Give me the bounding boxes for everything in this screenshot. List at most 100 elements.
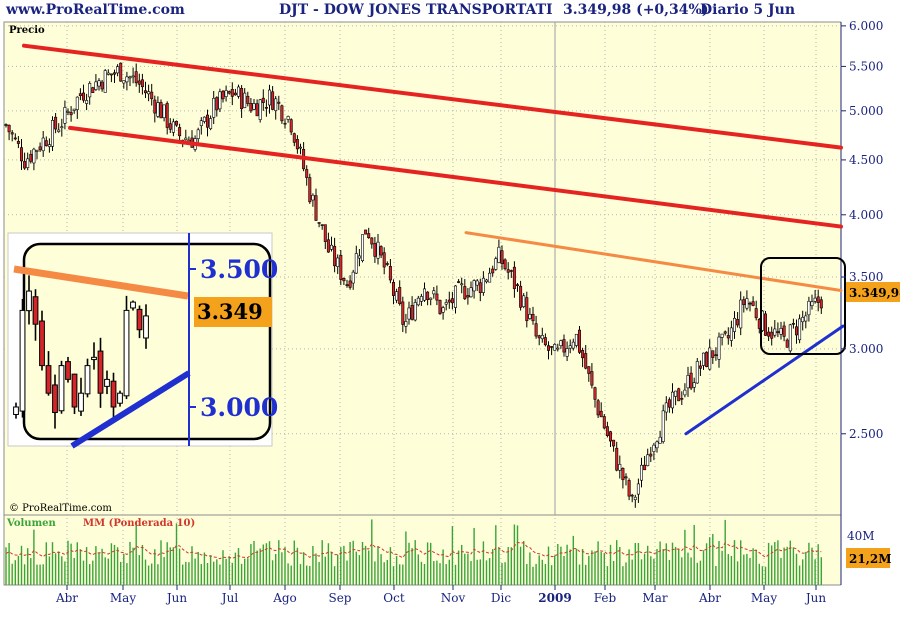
candle-body <box>763 313 767 336</box>
candle-body <box>630 494 634 497</box>
candle-body <box>776 331 780 334</box>
x-tick-label: May <box>751 591 777 605</box>
candle-body <box>655 441 659 449</box>
candle-body <box>159 102 163 119</box>
candle-body <box>593 387 597 400</box>
candle-body <box>748 302 752 305</box>
candle-body <box>754 308 758 319</box>
candle-body <box>701 352 705 366</box>
candle-body <box>469 287 473 298</box>
candle-body <box>286 116 290 120</box>
candle-body <box>271 91 275 110</box>
x-tick-label: Feb <box>594 591 617 605</box>
site-url[interactable]: www.ProRealTime.com <box>6 2 185 18</box>
candle-body <box>258 99 262 120</box>
inset-candle-body <box>39 320 45 367</box>
candle-body <box>342 278 346 282</box>
x-tick-label: Mar <box>642 591 667 605</box>
candle-body <box>605 426 609 436</box>
candle-body <box>113 72 117 75</box>
candle-body <box>537 335 541 339</box>
candle-body <box>354 253 358 274</box>
candle-body <box>187 139 191 142</box>
inset-last-marker <box>194 297 272 327</box>
candle-body <box>395 291 399 301</box>
candle-body <box>401 301 405 325</box>
candle-body <box>137 80 141 85</box>
last-price-marker <box>846 282 900 302</box>
candle-body <box>472 280 476 292</box>
candle-body <box>574 333 578 346</box>
inset-candle-body <box>110 380 117 408</box>
candle-body <box>106 72 110 75</box>
candle-body <box>732 317 736 332</box>
instrument-name: DJT - DOW JONES TRANSPORTATI <box>279 2 553 18</box>
volume-panel-title: Volumen <box>6 518 57 529</box>
candle-body <box>364 229 368 235</box>
candle-body <box>426 291 430 301</box>
candle-body <box>708 347 712 370</box>
candle-body <box>779 328 783 335</box>
candle-body <box>546 345 550 351</box>
volume-ma-title: MM (Ponderada 10) <box>83 518 195 529</box>
candle-body <box>717 336 721 360</box>
inset-last-marker-text: 3.349 <box>197 299 263 324</box>
inset-candle-body <box>32 296 39 325</box>
candle-body <box>531 313 535 322</box>
candle-body <box>295 139 299 150</box>
candle-body <box>624 476 628 479</box>
candle-body <box>379 246 383 256</box>
candle-body <box>221 90 225 100</box>
candle-body <box>413 302 417 321</box>
candle-body <box>10 132 14 135</box>
inset-candle-body <box>123 309 130 397</box>
candle-body <box>488 272 492 283</box>
inset-candle-body <box>104 378 110 387</box>
candle-body <box>565 348 569 357</box>
candle-body <box>134 71 138 84</box>
candle-body <box>199 120 203 126</box>
candle-body <box>481 277 485 293</box>
candle-body <box>72 108 76 111</box>
candle-body <box>23 161 27 169</box>
candle-body <box>773 328 777 336</box>
last-volume-marker-text: 21,2M <box>849 552 892 566</box>
candle-body <box>351 271 355 284</box>
y-tick-label: 3.000 <box>849 342 883 356</box>
candle-body <box>695 361 699 384</box>
candle-body <box>237 86 241 97</box>
inset-candle-body <box>13 406 19 415</box>
candle-body <box>314 195 318 221</box>
candle-body <box>246 95 250 104</box>
candle-body <box>720 333 724 338</box>
candle-body <box>144 90 148 94</box>
candle-body <box>140 79 144 88</box>
candle-body <box>156 102 160 117</box>
candle-body <box>230 88 234 97</box>
candle-body <box>543 337 547 346</box>
candle-body <box>63 107 67 124</box>
candle-body <box>376 241 380 259</box>
candle-body <box>503 259 507 270</box>
candle-body <box>726 335 730 339</box>
candle-body <box>209 118 213 129</box>
y-tick-label: 2.500 <box>849 427 883 441</box>
candle-body <box>274 98 278 112</box>
volume-ma-line <box>5 541 822 560</box>
candle-body <box>339 254 343 280</box>
candle-body <box>441 307 445 313</box>
watermark: © ProRealTime.com <box>9 503 112 514</box>
candle-body <box>627 480 631 497</box>
candle-body <box>218 91 222 110</box>
candle-body <box>819 299 823 309</box>
candle-body <box>147 91 151 95</box>
candle-body <box>791 323 795 325</box>
candle-body <box>26 158 30 168</box>
price-axis <box>841 20 900 588</box>
x-tick-label: Dic <box>491 591 511 605</box>
candle-body <box>643 464 647 471</box>
candle-body <box>336 257 340 267</box>
candle-body <box>119 62 123 82</box>
candle-body <box>320 224 324 226</box>
